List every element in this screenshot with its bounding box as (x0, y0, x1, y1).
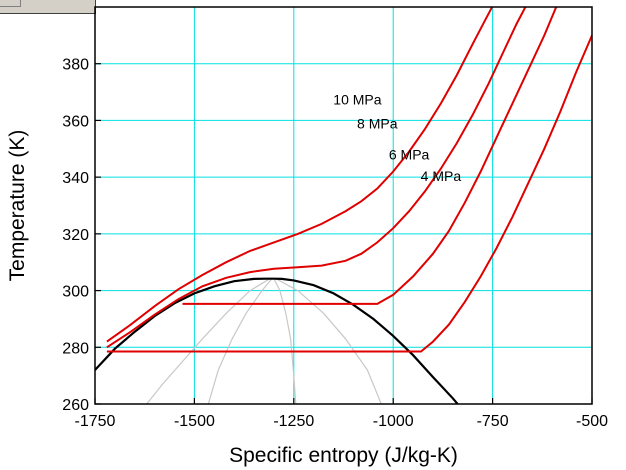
saturation-dome (95, 277, 460, 404)
quality-line-2 (273, 278, 297, 404)
y-tick-label-2: 300 (62, 284, 89, 301)
isobar-6-mpa (182, 7, 558, 305)
x-tick-label-4: -750 (477, 413, 509, 430)
quality-line-1 (207, 278, 273, 404)
plot-frame (94, 6, 593, 405)
quality-line-3 (275, 278, 382, 404)
y-tick-label-1: 280 (62, 340, 89, 357)
x-tick-label-5: -500 (576, 413, 608, 430)
y-axis-title: Temperature (K) (6, 130, 29, 282)
quality-lines (146, 278, 382, 404)
y-tick-label-0: 260 (62, 397, 89, 414)
y-tick-label-5: 360 (62, 113, 89, 130)
y-tick-label-6: 380 (62, 57, 89, 74)
series-labels: 10 MPa 8 MPa 6 MPa 4 MPa (333, 91, 461, 184)
isobar-10-mpa (106, 7, 494, 343)
x-tick-label-0: -1750 (75, 413, 116, 430)
isobar-series (106, 7, 592, 353)
series-label-1: 8 MPa (357, 115, 398, 131)
isobar-4-mpa (106, 35, 592, 353)
quality-line-0 (146, 278, 271, 404)
series-label-3: 4 MPa (421, 168, 462, 184)
x-tick-label-1: -1500 (174, 413, 215, 430)
series-label-0: 10 MPa (333, 91, 381, 107)
x-tick-label-3: -1000 (373, 413, 414, 430)
saturation-dome-line (95, 277, 460, 404)
axes: -1750 -1500 -1250 -1000 -750 -500 260 280 300 320… (62, 6, 608, 430)
series-label-2: 6 MPa (389, 147, 430, 163)
corner-window-tab-notch (0, 0, 21, 7)
isobar-8-mpa (106, 7, 527, 349)
x-tick-label-2: -1250 (273, 413, 314, 430)
y-tick-label-4: 340 (62, 170, 89, 187)
x-axis-title: Specific entropy (J/kg-K) (229, 444, 458, 467)
y-tick-label-3: 320 (62, 227, 89, 244)
